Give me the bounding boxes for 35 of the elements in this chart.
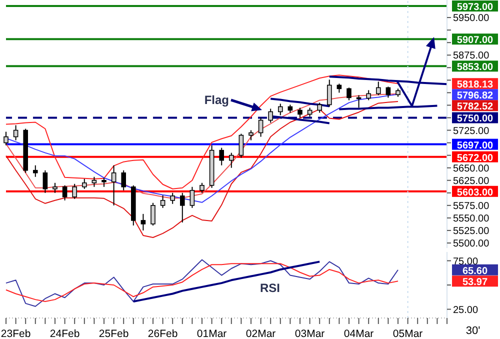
text: 65.60	[462, 266, 488, 277]
y-tick-label: 5650.00	[453, 163, 490, 174]
x-tick-label: 01Mar	[196, 328, 228, 339]
ref-line-label: 5697.00	[456, 140, 494, 152]
ref-line-label: 5853.00	[456, 62, 494, 74]
x-tick-label: 26Feb	[148, 328, 178, 339]
ref-line-label: 5973.00	[456, 2, 494, 14]
y-tick-label: 5725.00	[453, 126, 490, 137]
annotation: Flag	[204, 93, 229, 107]
x-tick-label: 05Mar	[392, 328, 424, 339]
y-tick-label: 5625.00	[453, 176, 490, 187]
text: 5796.82	[456, 90, 494, 102]
y-tick-label: 5575.00	[453, 200, 490, 212]
x-tick-label: 24Feb	[50, 328, 80, 339]
x-tick-label: 03Mar	[294, 328, 326, 339]
ref-line-label: 5672.00	[456, 152, 494, 164]
x-axis-title: 30'	[466, 325, 480, 337]
ref-line-label: 5603.00	[456, 187, 494, 198]
x-tick-label: 25Feb	[98, 328, 129, 339]
ref-line-label: 5750.00	[456, 114, 494, 125]
y-tick-label: 5875.00	[453, 50, 490, 62]
y-tick-label: 5525.00	[453, 226, 490, 238]
text: 5818.13	[456, 80, 494, 91]
y-tick-label: 5550.00	[453, 213, 490, 224]
y-tick-label: 5500.00	[453, 238, 490, 250]
annotation: RSI	[260, 281, 280, 295]
y-tick-label: 25.00	[453, 304, 478, 316]
text: 5782.52	[456, 102, 494, 113]
x-tick-label: 23Feb	[0, 328, 31, 339]
text: 53.97	[462, 277, 488, 288]
x-tick-label: 02Mar	[246, 328, 276, 339]
x-tick-label: 04Mar	[344, 328, 374, 339]
ref-line-label: 5907.00	[456, 35, 494, 46]
y-tick-label: 75.00	[453, 256, 478, 268]
y-tick-label: 5950.00	[453, 13, 490, 24]
